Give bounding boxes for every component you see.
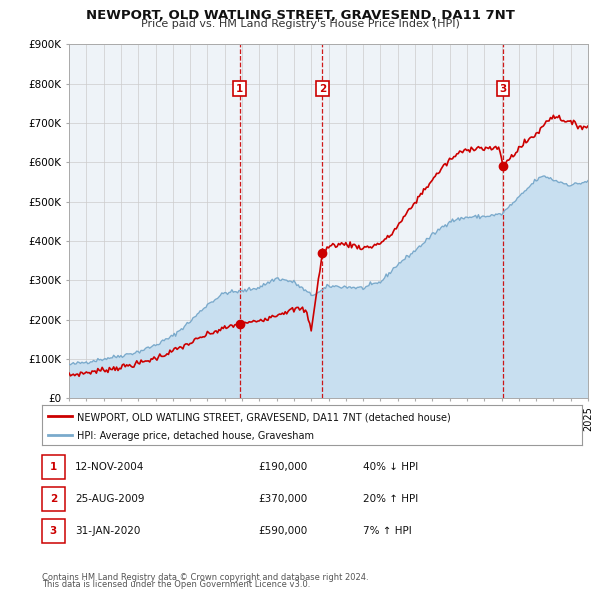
Text: £190,000: £190,000	[258, 463, 307, 472]
Text: 3: 3	[50, 526, 57, 536]
Text: 7% ↑ HPI: 7% ↑ HPI	[363, 526, 412, 536]
Text: 2: 2	[50, 494, 57, 504]
Text: 12-NOV-2004: 12-NOV-2004	[75, 463, 145, 472]
Text: £370,000: £370,000	[258, 494, 307, 504]
Text: 3: 3	[499, 84, 506, 93]
Text: Contains HM Land Registry data © Crown copyright and database right 2024.: Contains HM Land Registry data © Crown c…	[42, 573, 368, 582]
Text: This data is licensed under the Open Government Licence v3.0.: This data is licensed under the Open Gov…	[42, 581, 310, 589]
Text: NEWPORT, OLD WATLING STREET, GRAVESEND, DA11 7NT: NEWPORT, OLD WATLING STREET, GRAVESEND, …	[86, 9, 514, 22]
Text: Price paid vs. HM Land Registry's House Price Index (HPI): Price paid vs. HM Land Registry's House …	[140, 19, 460, 30]
Text: 25-AUG-2009: 25-AUG-2009	[75, 494, 145, 504]
Text: 1: 1	[50, 463, 57, 472]
Text: NEWPORT, OLD WATLING STREET, GRAVESEND, DA11 7NT (detached house): NEWPORT, OLD WATLING STREET, GRAVESEND, …	[77, 412, 451, 422]
Text: 40% ↓ HPI: 40% ↓ HPI	[363, 463, 418, 472]
Text: 31-JAN-2020: 31-JAN-2020	[75, 526, 140, 536]
Text: 1: 1	[236, 84, 244, 93]
Text: 20% ↑ HPI: 20% ↑ HPI	[363, 494, 418, 504]
Text: 2: 2	[319, 84, 326, 93]
Text: HPI: Average price, detached house, Gravesham: HPI: Average price, detached house, Grav…	[77, 431, 314, 441]
Text: £590,000: £590,000	[258, 526, 307, 536]
